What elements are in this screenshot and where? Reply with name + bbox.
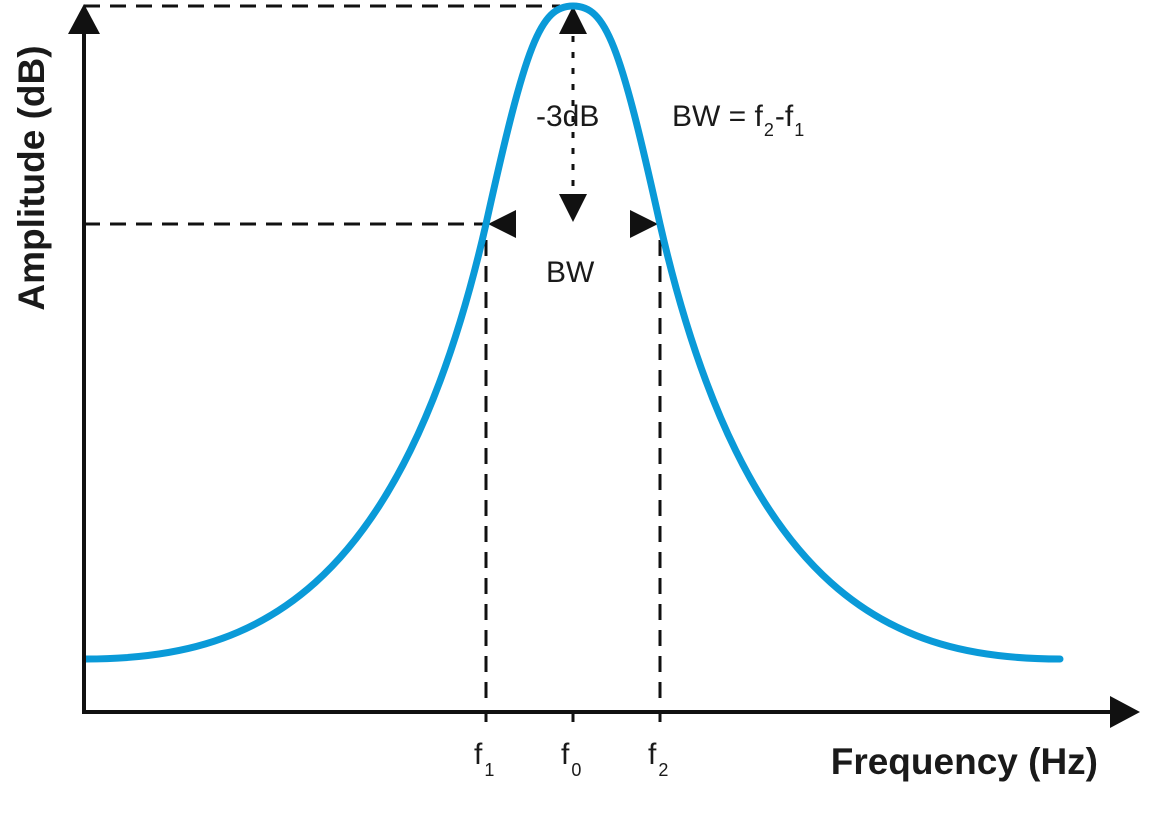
bw-formula-term2-sub: 1 [794, 120, 804, 140]
bw-formula-prefix: BW = [672, 100, 755, 133]
y-axis-arrowhead [68, 4, 100, 34]
bw-formula-term1-base: f [755, 100, 764, 133]
bw-formula: BW = f2-f1 [672, 100, 804, 140]
x-axis-arrowhead [1110, 696, 1140, 728]
tick-label-f0-base: f [561, 738, 570, 771]
bw-formula-term1-sub: 2 [764, 120, 774, 140]
bw-label: BW [546, 256, 595, 289]
minus-3db-label: -3dB [536, 100, 599, 133]
bw-formula-separator: - [775, 100, 785, 133]
resonance-curve [82, 2, 1064, 663]
tick-label-f0-sub: 0 [571, 760, 581, 780]
tick-label-f2-sub: 2 [658, 760, 668, 780]
tick-label-f2-base: f [648, 738, 657, 771]
tick-label-f1-base: f [474, 738, 483, 771]
minus-3db-arrow-down [559, 194, 587, 222]
bw-arrow-right [630, 210, 658, 238]
bw-arrow-left [488, 210, 516, 238]
tick-label-f1-sub: 1 [484, 760, 494, 780]
bw-formula-term2-base: f [785, 100, 794, 133]
minus-3db-arrow-up [559, 6, 587, 34]
y-axis-title: Amplitude (dB) [11, 45, 52, 310]
x-axis-title: Frequency (Hz) [831, 741, 1098, 782]
